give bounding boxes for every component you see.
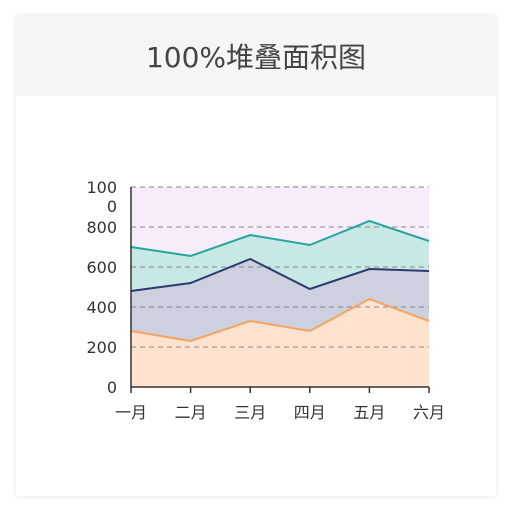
y-tick-label: 600 [86, 258, 117, 277]
y-tick-label: 800 [86, 218, 117, 237]
chart-title: 100%堆叠面积图 [145, 41, 367, 74]
labels-layer: 0 200 400 600 800 100 0 一月 二月 三月 四月 五月 六月 [86, 178, 445, 422]
y-tick-label: 100 0 [86, 178, 117, 216]
x-tick-label: 二月 [175, 403, 207, 422]
line-series-3 [130, 219, 430, 258]
lines-layer [130, 219, 430, 343]
x-tick-label: 四月 [294, 403, 326, 422]
grid-layer [131, 186, 429, 348]
x-tick-label: 三月 [234, 403, 266, 422]
x-tick-label: 一月 [115, 403, 147, 422]
axis-layer [130, 187, 430, 393]
y-tick-label: 0 [107, 378, 117, 397]
x-tick-label: 五月 [353, 403, 385, 422]
line-series-1 [130, 297, 430, 343]
y-tick-label: 200 [86, 338, 117, 357]
area-series-1 [131, 299, 429, 387]
card-header: 100%堆叠面积图 [16, 16, 496, 96]
y-tick-label: 400 [86, 298, 117, 317]
area-series-2 [131, 259, 429, 341]
area-series-4 [131, 185, 429, 256]
line-series-2 [130, 257, 430, 292]
x-tick-label: 六月 [413, 403, 445, 422]
